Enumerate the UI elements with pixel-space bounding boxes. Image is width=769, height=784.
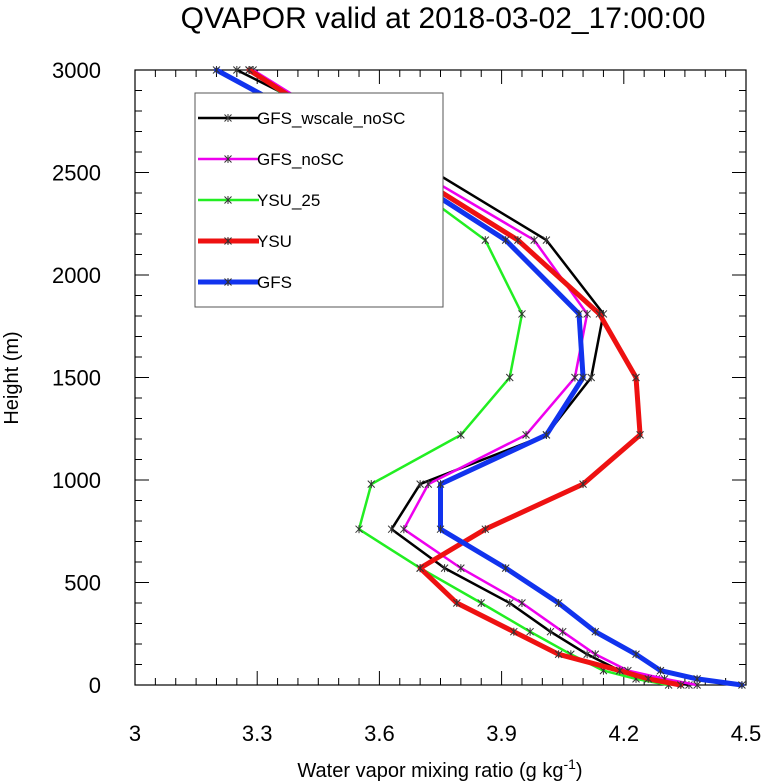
- data-point: [558, 627, 567, 636]
- data-point: [738, 681, 746, 689]
- x-axis-label: Water vapor mixing ratio (g kg-1): [297, 756, 582, 782]
- data-point: [587, 373, 596, 382]
- data-point: [575, 309, 583, 318]
- legend-item-GFS: GFS: [198, 273, 292, 292]
- x-tick-label: 3.9: [486, 721, 517, 746]
- data-point: [440, 564, 449, 573]
- data-point: [424, 480, 433, 489]
- data-point: [579, 373, 587, 382]
- data-point: [416, 480, 424, 489]
- series-layer: [212, 66, 746, 689]
- legend-item-YSU: YSU: [198, 232, 292, 251]
- data-point: [583, 650, 591, 659]
- data-point: [656, 666, 665, 675]
- data-point: [518, 599, 526, 607]
- data-point: [457, 564, 465, 573]
- data-point: [436, 480, 445, 489]
- y-axis-ticks: 0 500 1000 1500 2000 2500 3000: [52, 58, 746, 698]
- data-point: [542, 236, 551, 245]
- x-tick-label: 3.3: [242, 721, 273, 746]
- data-point: [644, 674, 653, 683]
- data-point: [481, 525, 490, 534]
- data-point: [636, 430, 644, 439]
- data-point: [501, 236, 510, 245]
- legend-label: YSU_25: [257, 191, 320, 210]
- data-point: [595, 309, 604, 318]
- legend-label: GFS: [257, 273, 292, 292]
- data-point: [526, 627, 534, 636]
- y-tick-label: 0: [89, 673, 101, 698]
- data-point: [579, 480, 587, 489]
- data-point: [542, 430, 551, 439]
- legend-label: GFS_noSC: [257, 150, 344, 169]
- data-point: [514, 236, 522, 245]
- data-point: [530, 236, 539, 245]
- legend-item-GFS_wscale_noSC: GFS_wscale_noSC: [198, 109, 405, 128]
- x-tick-label: 3.6: [364, 721, 395, 746]
- data-point: [522, 430, 530, 439]
- data-point: [481, 236, 490, 245]
- y-tick-label: 500: [64, 571, 101, 596]
- data-point: [457, 430, 465, 439]
- data-point: [554, 599, 563, 607]
- x-tick-label: 4.5: [731, 721, 762, 746]
- data-point: [505, 599, 514, 607]
- data-point: [477, 599, 486, 607]
- x-tick-label: 4.2: [609, 721, 640, 746]
- data-point: [436, 525, 445, 534]
- legend-box: [194, 92, 444, 308]
- y-axis-label: Height (m): [1, 331, 23, 424]
- data-point: [676, 681, 685, 689]
- legend-label: YSU: [257, 232, 292, 251]
- legend-label: GFS_wscale_noSC: [257, 109, 405, 128]
- data-point: [501, 564, 510, 573]
- y-tick-label: 3000: [52, 58, 101, 83]
- data-point: [632, 373, 640, 382]
- data-point: [387, 525, 396, 534]
- legend: GFS_wscale_noSC GFS_noSC YSU_25 YSU GFS: [194, 92, 444, 308]
- data-point: [245, 66, 253, 74]
- y-tick-label: 2500: [52, 161, 101, 186]
- legend-item-GFS_noSC: GFS_noSC: [198, 150, 344, 169]
- data-point: [693, 674, 701, 683]
- data-point: [416, 564, 424, 573]
- y-tick-label: 1500: [52, 366, 101, 391]
- data-point: [212, 66, 221, 74]
- data-point: [571, 373, 579, 382]
- data-point: [509, 627, 518, 636]
- data-point: [518, 309, 526, 318]
- x-tick-label: 3: [129, 721, 141, 746]
- data-point: [232, 66, 241, 74]
- data-point: [399, 525, 408, 534]
- y-tick-label: 1000: [52, 468, 101, 493]
- data-point: [632, 650, 640, 659]
- legend-item-YSU_25: YSU_25: [198, 191, 320, 210]
- data-point: [546, 627, 555, 636]
- data-point: [591, 650, 600, 659]
- data-point: [591, 627, 600, 636]
- y-tick-label: 2000: [52, 263, 101, 288]
- data-point: [615, 666, 624, 675]
- data-point: [554, 650, 563, 659]
- data-point: [355, 525, 363, 534]
- chart-title: QVAPOR valid at 2018-03-02_17:00:00: [181, 2, 706, 35]
- data-point: [505, 373, 514, 382]
- data-point: [583, 309, 591, 318]
- data-point: [452, 599, 461, 607]
- series-YSU: [245, 66, 685, 689]
- data-point: [367, 480, 376, 489]
